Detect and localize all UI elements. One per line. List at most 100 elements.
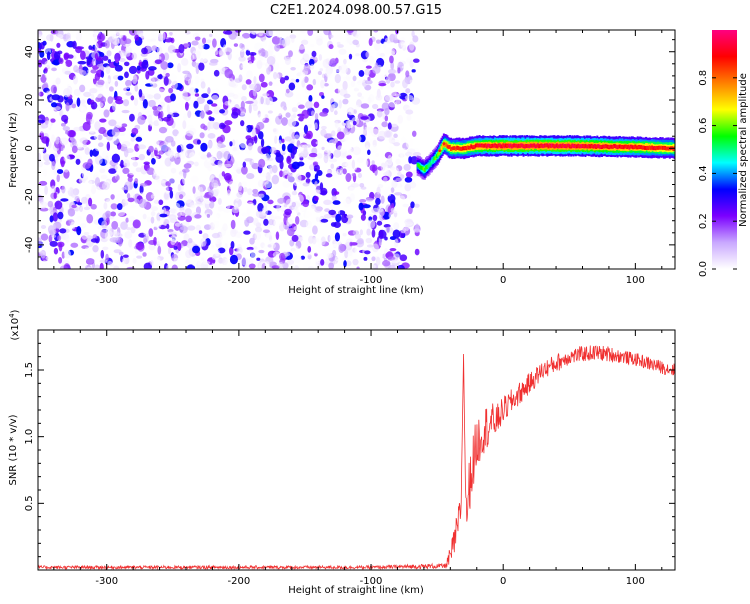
noise-blob xyxy=(154,59,162,65)
noise-blob xyxy=(165,135,174,143)
noise-blob xyxy=(360,116,369,120)
carrier-band-cell xyxy=(602,144,605,149)
noise-blob xyxy=(159,213,168,218)
snr-y-multiplier: (x104) xyxy=(8,309,21,340)
noise-blob xyxy=(38,119,46,123)
x-tick-label: 100 xyxy=(626,576,645,587)
noise-blob xyxy=(151,157,156,165)
noise-blob xyxy=(130,137,135,142)
noise-blob xyxy=(38,70,43,79)
noise-blob xyxy=(158,34,163,41)
noise-blob xyxy=(316,152,323,159)
carrier-band-cell xyxy=(453,146,456,151)
noise-blob xyxy=(359,182,365,188)
noise-blob xyxy=(212,188,220,195)
noise-blob xyxy=(254,226,263,233)
noise-blob xyxy=(191,40,199,46)
noise-blob xyxy=(300,150,310,157)
noise-blob xyxy=(407,125,411,135)
noise-blob xyxy=(268,118,272,127)
noise-blob xyxy=(217,205,224,212)
noise-blob xyxy=(106,199,112,204)
noise-blob xyxy=(97,79,105,86)
noise-blob xyxy=(122,198,128,203)
noise-blob xyxy=(88,171,94,176)
noise-blob xyxy=(259,172,268,177)
noise-blob xyxy=(409,41,415,51)
noise-blob xyxy=(134,198,140,204)
noise-blob xyxy=(230,219,236,230)
noise-blob xyxy=(320,128,327,137)
noise-blob xyxy=(38,91,41,97)
noise-blob xyxy=(52,212,59,222)
noise-blob xyxy=(75,46,82,54)
noise-blob xyxy=(169,189,174,199)
noise-blob xyxy=(312,237,317,245)
noise-blob xyxy=(90,238,99,243)
noise-blob xyxy=(53,51,61,60)
noise-blob xyxy=(328,83,334,93)
noise-blob xyxy=(282,262,289,269)
noise-blob xyxy=(39,207,49,212)
noise-blob xyxy=(104,155,110,165)
noise-blob xyxy=(401,30,409,38)
carrier-band-cell xyxy=(647,146,650,151)
carrier-peak-dot xyxy=(645,146,649,149)
noise-blob xyxy=(315,75,320,85)
noise-blob xyxy=(306,205,316,213)
noise-blob xyxy=(122,167,130,174)
noise-blob xyxy=(294,134,300,140)
noise-blob xyxy=(381,102,390,111)
noise-blob xyxy=(118,132,126,137)
noise-blob xyxy=(409,79,413,85)
noise-blob xyxy=(121,242,127,247)
noise-blob xyxy=(145,191,155,202)
noise-blob xyxy=(132,105,138,114)
noise-blob xyxy=(314,67,319,76)
carrier-band-cell xyxy=(427,164,430,169)
noise-blob xyxy=(166,114,172,119)
noise-blob xyxy=(272,251,281,258)
noise-blob xyxy=(95,146,103,152)
noise-blob xyxy=(334,73,341,84)
noise-blob xyxy=(236,191,243,198)
noise-blob xyxy=(224,120,233,126)
x-tick-label: -300 xyxy=(95,576,118,587)
noise-blob xyxy=(328,209,337,216)
noise-blob xyxy=(312,246,317,254)
noise-blob xyxy=(198,151,204,157)
noise-blob xyxy=(392,229,401,239)
noise-blob xyxy=(384,94,394,102)
noise-blob xyxy=(65,102,70,112)
noise-blob xyxy=(74,206,80,212)
carrier-peak-dot xyxy=(476,144,480,148)
noise-blob xyxy=(124,231,133,239)
carrier-peak-dot xyxy=(451,146,454,150)
noise-blob xyxy=(229,246,234,256)
noise-blob xyxy=(410,156,419,165)
noise-blob xyxy=(388,68,397,75)
noise-blob xyxy=(158,252,167,257)
noise-blob xyxy=(148,228,154,237)
noise-blob xyxy=(390,166,399,174)
noise-blob xyxy=(314,189,321,196)
noise-blob xyxy=(113,265,120,269)
noise-blob xyxy=(148,66,157,71)
noise-blob xyxy=(105,210,112,218)
noise-blob xyxy=(243,187,248,193)
noise-blob xyxy=(295,78,300,83)
noise-blob xyxy=(240,120,245,127)
noise-blob xyxy=(84,72,93,82)
noise-blob xyxy=(96,84,104,92)
noise-blob xyxy=(135,167,142,173)
noise-blob xyxy=(166,264,170,269)
x-tick-label: -300 xyxy=(95,275,118,286)
carrier-peak-dot xyxy=(628,145,632,149)
noise-blob xyxy=(367,97,372,104)
noise-blob xyxy=(350,183,360,188)
noise-blob xyxy=(177,183,182,192)
noise-blob xyxy=(53,192,57,199)
carrier-peak-dot xyxy=(442,142,446,146)
noise-blob xyxy=(200,172,207,176)
